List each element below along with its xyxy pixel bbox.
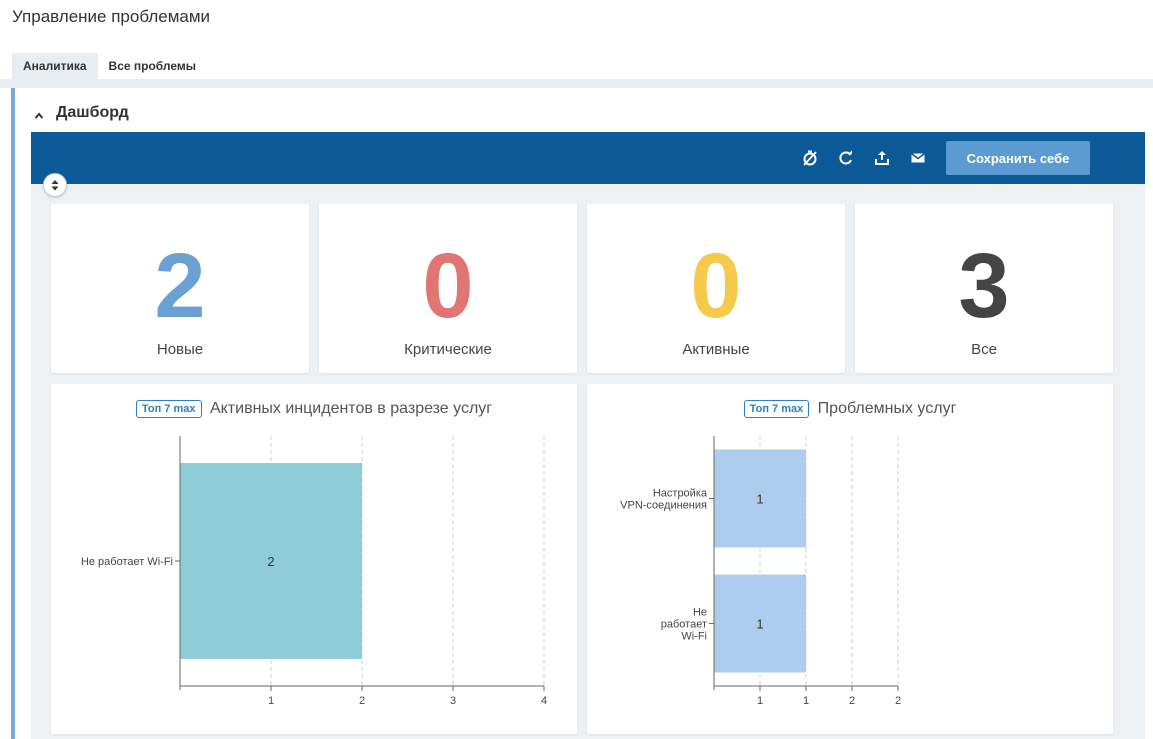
x-tick-label: 1 bbox=[757, 695, 763, 707]
x-tick-label: 2 bbox=[359, 695, 365, 707]
y-category-label: VPN-соединения bbox=[620, 500, 707, 512]
export-icon[interactable] bbox=[874, 150, 890, 166]
refresh-icon[interactable] bbox=[838, 150, 854, 166]
bar-chart-active-incidents: 1 2 3 4 2 Не работает Wi-Fi bbox=[81, 436, 547, 707]
x-tick-label: 2 bbox=[849, 695, 855, 707]
top-badge[interactable]: Топ 7 max bbox=[135, 400, 202, 418]
section-title: Дашборд bbox=[56, 104, 129, 121]
kpi-label: Все bbox=[971, 341, 997, 358]
y-category-label: Не работает Wi-Fi bbox=[81, 556, 173, 568]
page-title: Управление проблемами bbox=[12, 7, 211, 26]
chart-header: Топ 7 max Активных инцидентов в разрезе … bbox=[51, 400, 577, 418]
kpi-card-new[interactable]: 2 Новые bbox=[51, 204, 309, 373]
kpi-card-all[interactable]: 3 Все bbox=[855, 204, 1113, 373]
x-tick-label: 1 bbox=[268, 695, 274, 707]
left-accent-bar bbox=[11, 88, 15, 739]
kpi-label: Новые bbox=[156, 341, 204, 358]
top-badge[interactable]: Топ 7 max bbox=[743, 400, 810, 418]
x-tick-label: 3 bbox=[450, 695, 456, 707]
kpi-label: Критические bbox=[404, 341, 492, 358]
bar-data-label: 1 bbox=[756, 492, 763, 507]
chevron-up-icon[interactable] bbox=[34, 108, 44, 119]
tab-strip bbox=[0, 79, 1153, 88]
chart-panel-problem-services: 1 1 2 2 1 Настройка VPN-соединения 1 Не работает W… bbox=[587, 384, 1113, 734]
chart-header: Топ 7 max Проблемных услуг bbox=[587, 400, 1113, 418]
bar bbox=[714, 574, 806, 673]
kpi-card-active[interactable]: 0 Активные bbox=[587, 204, 845, 373]
y-category-label: Wi-Fi bbox=[681, 631, 707, 643]
collapse-toggle-icon[interactable] bbox=[43, 173, 67, 197]
kpi-card-critical[interactable]: 0 Критические bbox=[319, 204, 577, 373]
dashboard-section-header[interactable]: Дашборд bbox=[34, 104, 129, 122]
tab-all-problems[interactable]: Все проблемы bbox=[108, 59, 197, 73]
kpi-value: 0 bbox=[690, 235, 742, 337]
x-tick-label: 2 bbox=[895, 695, 901, 707]
chart-title: Активных инцидентов в разрезе услуг bbox=[209, 400, 493, 417]
kpi-value: 3 bbox=[958, 235, 1010, 337]
save-for-me-button[interactable]: Сохранить себе bbox=[946, 141, 1090, 175]
x-tick-label: 4 bbox=[541, 695, 547, 707]
chart-panel-active-incidents: 1 2 3 4 2 Не работает Wi-Fi Топ 7 max Активны… bbox=[51, 384, 577, 734]
bar bbox=[714, 449, 806, 548]
bar-data-label: 2 bbox=[267, 554, 274, 569]
dashboard-toolbar: Сохранить себе bbox=[31, 132, 1145, 184]
tab-analytics[interactable]: Аналитика bbox=[12, 53, 98, 80]
bar-data-label: 1 bbox=[756, 617, 763, 632]
bar bbox=[180, 463, 362, 659]
chart-title: Проблемных услуг bbox=[817, 400, 957, 417]
mail-icon[interactable] bbox=[910, 150, 926, 166]
y-category-label: работает bbox=[661, 619, 707, 631]
x-tick-label: 1 bbox=[803, 695, 809, 707]
kpi-label: Активные bbox=[682, 341, 750, 358]
kpi-value: 2 bbox=[154, 235, 206, 337]
y-category-label: Настройка bbox=[653, 488, 708, 500]
tab-bar: Аналитика Все проблемы bbox=[12, 53, 207, 80]
timer-off-icon[interactable] bbox=[802, 150, 818, 166]
y-category-label: Не bbox=[693, 607, 707, 619]
kpi-value: 0 bbox=[422, 235, 474, 337]
